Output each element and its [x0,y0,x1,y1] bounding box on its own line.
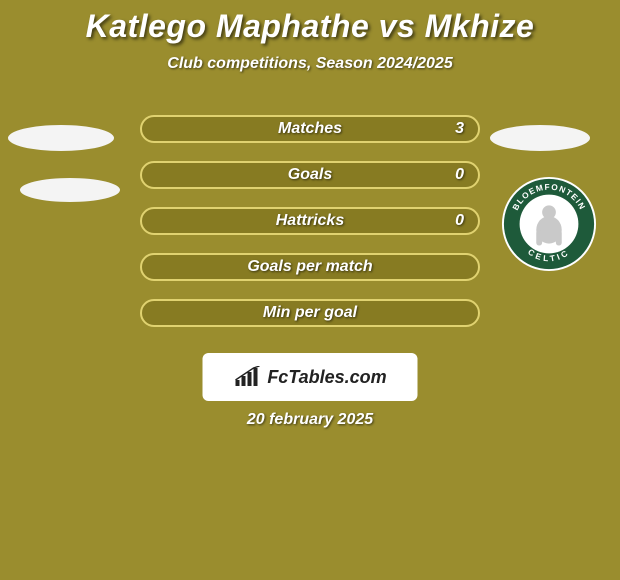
stat-bar: Goals per match [140,253,480,281]
stat-bar-label: Hattricks [276,212,344,230]
page-subtitle: Club competitions, Season 2024/2025 [0,55,620,73]
club-crest-icon: BLOEMFONTEIN CELTIC [500,175,598,273]
stat-bar: Matches 3 [140,115,480,143]
brand-watermark: FcTables.com [203,353,418,401]
stat-bar: Goals 0 [140,161,480,189]
page-title: Katlego Maphathe vs Mkhize [0,8,620,45]
stat-bar-value: 0 [455,166,464,184]
stat-bar-label: Min per goal [263,304,357,322]
stat-bar-value: 0 [455,212,464,230]
stat-bar-label: Goals [288,166,332,184]
stat-bar-label: Matches [278,120,342,138]
stat-bar-label: Goals per match [247,258,372,276]
snapshot-date: 20 february 2025 [0,411,620,429]
chart-icon [233,366,261,388]
brand-text: FcTables.com [267,367,386,388]
stat-bars: Matches 3 Goals 0 Hattricks 0 Goals per match M… [140,115,480,345]
stat-bar: Min per goal [140,299,480,327]
stat-bar-value: 3 [455,120,464,138]
main-container: Katlego Maphathe vs Mkhize Club competit… [0,0,620,415]
right-club-badge: BLOEMFONTEIN CELTIC [500,175,598,273]
stat-bar: Hattricks 0 [140,207,480,235]
